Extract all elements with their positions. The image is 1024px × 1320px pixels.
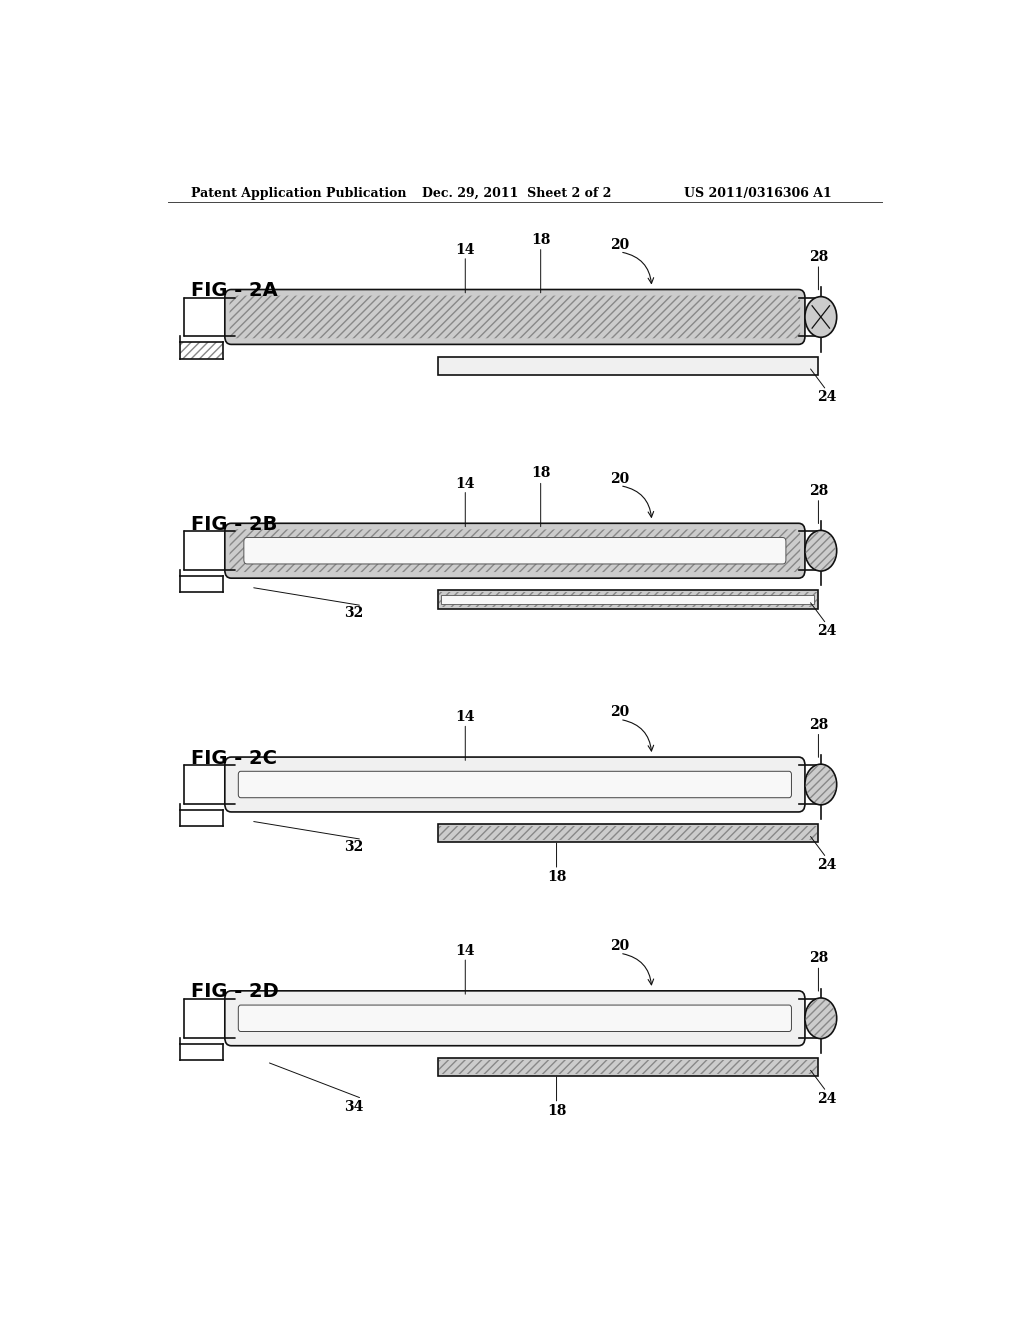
Bar [437,824,818,842]
Bar [437,356,818,375]
Text: 24: 24 [817,1092,836,1106]
FancyBboxPatch shape [239,771,792,797]
Text: FIG - 2B: FIG - 2B [191,515,278,533]
Text: 18: 18 [531,466,550,480]
Text: US 2011/0316306 A1: US 2011/0316306 A1 [684,187,831,199]
Text: 14: 14 [456,944,475,958]
Circle shape [805,764,837,805]
Text: Dec. 29, 2011  Sheet 2 of 2: Dec. 29, 2011 Sheet 2 of 2 [422,187,611,199]
Text: FIG - 2A: FIG - 2A [191,281,279,300]
FancyBboxPatch shape [239,1005,792,1031]
Text: 24: 24 [817,624,836,638]
Text: 18: 18 [547,870,566,884]
Text: 14: 14 [456,243,475,257]
FancyBboxPatch shape [225,758,805,812]
Bar [439,593,817,607]
Text: 28: 28 [809,952,828,965]
Bar [441,595,814,603]
Text: 20: 20 [610,939,630,953]
Text: 24: 24 [817,391,836,404]
Text: 32: 32 [344,840,364,854]
Text: FIG - 2C: FIG - 2C [191,748,278,767]
Bar [180,342,223,359]
Bar [439,826,817,841]
Text: 14: 14 [456,710,475,725]
Text: 18: 18 [531,232,550,247]
Circle shape [805,998,837,1039]
Text: 28: 28 [809,483,828,498]
Bar [439,1060,817,1074]
Text: 28: 28 [809,718,828,731]
Text: 20: 20 [610,471,630,486]
Text: 14: 14 [456,477,475,491]
FancyBboxPatch shape [225,289,805,345]
Text: FIG - 2D: FIG - 2D [191,982,280,1002]
Bar [437,1057,818,1076]
Bar [437,590,818,609]
Circle shape [805,297,837,338]
Text: 24: 24 [817,858,836,871]
Text: Patent Application Publication: Patent Application Publication [191,187,407,199]
Text: 34: 34 [344,1100,364,1114]
Text: 20: 20 [610,238,630,252]
Text: 18: 18 [547,1104,566,1118]
Text: 28: 28 [809,249,828,264]
FancyBboxPatch shape [225,991,805,1045]
Circle shape [805,531,837,572]
FancyBboxPatch shape [244,537,785,564]
Text: 32: 32 [344,606,364,619]
Text: 20: 20 [610,705,630,719]
FancyBboxPatch shape [225,523,805,578]
